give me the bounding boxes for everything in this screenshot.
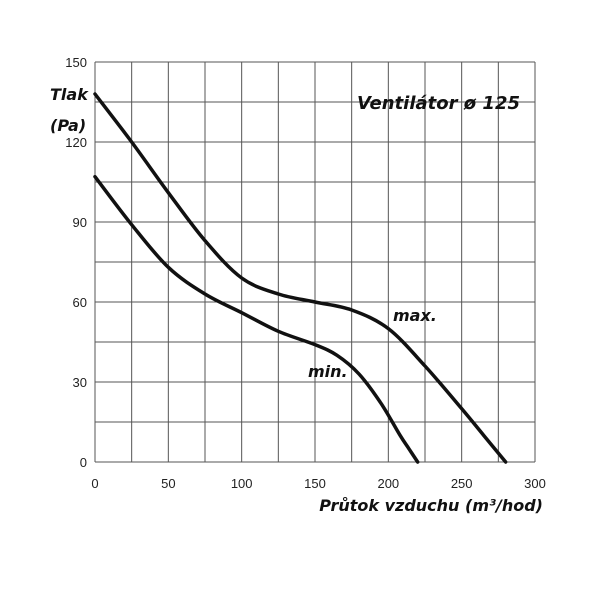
y-axis-title-line2: (Pa) [50, 116, 86, 135]
y-tick-label: 150 [65, 55, 87, 70]
series-label-max: max. [393, 306, 437, 325]
x-tick-label: 300 [524, 476, 546, 491]
curves [93, 92, 508, 464]
x-tick-label: 100 [231, 476, 253, 491]
y-tick-label: 0 [80, 455, 87, 470]
x-axis-title: Průtok vzduchu (m³/hod) [319, 496, 543, 515]
series-line-max [93, 92, 508, 464]
x-tick-label: 200 [377, 476, 399, 491]
y-tick-label: 30 [73, 375, 87, 390]
y-tick-label: 60 [73, 295, 87, 310]
y-tick-label: 120 [65, 135, 87, 150]
x-tick-label: 250 [451, 476, 473, 491]
y-tick-label: 90 [73, 215, 87, 230]
chart-title: Ventilátor ø 125 [357, 93, 520, 114]
y-axis-title-line1: Tlak [50, 85, 89, 104]
tick-labels: 0 50 100 150 200 250 300 0 30 60 90 120 150 [65, 55, 546, 491]
x-tick-label: 50 [161, 476, 175, 491]
series-label-min: min. [308, 362, 348, 381]
x-tick-label: 0 [91, 476, 98, 491]
x-tick-label: 150 [304, 476, 326, 491]
series-line-min [93, 174, 420, 464]
